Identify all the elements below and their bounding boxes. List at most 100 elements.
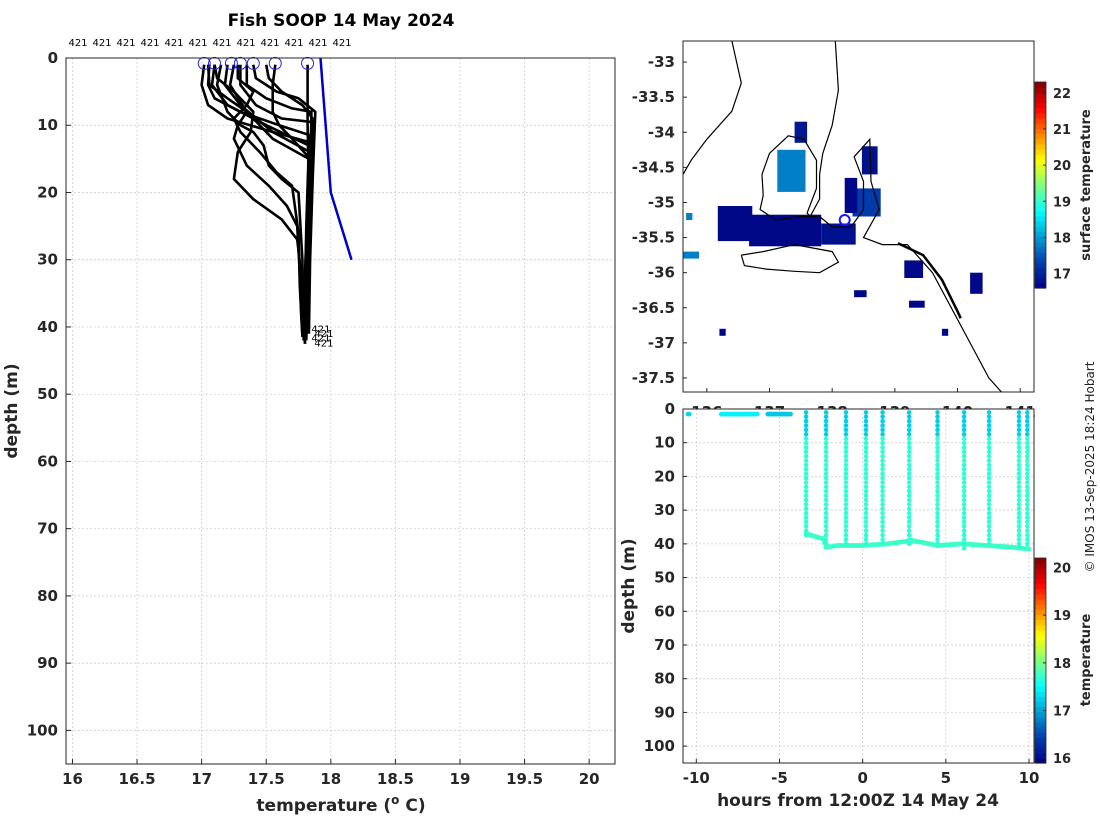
cast-point xyxy=(863,532,869,538)
cast-point xyxy=(880,489,885,494)
map-y-tick-label: -36 xyxy=(648,264,675,282)
profile-surface-marker xyxy=(224,56,238,70)
sst-colorbar-band xyxy=(1035,123,1046,129)
cast-point xyxy=(935,414,940,420)
cast-point xyxy=(803,436,809,442)
cast-point xyxy=(880,467,885,472)
cast-point xyxy=(1016,471,1022,477)
sst-patch xyxy=(941,328,949,336)
cast-point xyxy=(863,427,869,433)
cast-point xyxy=(843,515,849,520)
sst-patch xyxy=(686,213,693,220)
cast-point xyxy=(823,440,829,446)
cast-point xyxy=(906,502,912,507)
cast-point xyxy=(935,489,940,494)
profile-top-labels: 421 421 421 421 421 421 421 421 421 421 421 421 xyxy=(68,38,351,49)
cast-point xyxy=(823,445,829,450)
cast-point xyxy=(1016,445,1022,450)
profile-y-tick-label: 50 xyxy=(37,385,58,403)
cast-point xyxy=(961,436,967,442)
cast-point xyxy=(906,471,912,477)
cast-point xyxy=(1016,432,1022,437)
cast-point xyxy=(906,449,912,455)
cast-point xyxy=(1025,436,1030,442)
cast-point xyxy=(803,510,809,516)
cast-point xyxy=(823,453,829,459)
cast-point xyxy=(961,484,967,490)
sst-patch xyxy=(683,251,699,259)
cast-point xyxy=(803,453,809,459)
cast-point xyxy=(803,524,809,529)
cast-point xyxy=(803,410,809,415)
profile-x-tick-label: 19.5 xyxy=(506,770,543,788)
temperature-colorbar-band xyxy=(1035,645,1046,651)
sst-patch xyxy=(904,260,924,278)
sst-colorbar-band xyxy=(1035,262,1046,268)
sst-colorbar-band xyxy=(1035,185,1046,191)
depth-time-axes-box xyxy=(682,408,1035,764)
cast-point xyxy=(880,453,885,459)
cast-point xyxy=(803,449,809,455)
cast-point xyxy=(823,432,829,437)
cast-point xyxy=(1016,418,1022,424)
profile-top-label: 421 xyxy=(92,38,111,49)
sst-colorbar-band xyxy=(1035,195,1046,202)
cast-point xyxy=(986,449,992,455)
profile-line-sst xyxy=(319,57,353,261)
cast-point xyxy=(961,440,967,446)
cast-point xyxy=(961,475,967,481)
cast-point xyxy=(803,414,809,420)
map-y-tick-label: -33 xyxy=(648,53,675,71)
profile-x-label: temperature (o C) xyxy=(256,793,425,816)
cast-point xyxy=(843,462,849,468)
cast-point xyxy=(961,532,967,538)
ship-position-marker xyxy=(838,214,851,227)
profile-surface-markers xyxy=(197,56,315,70)
cast-point xyxy=(880,427,885,433)
map-y-tick-label: -35 xyxy=(648,193,675,211)
cast-point xyxy=(1016,467,1022,472)
cast-point xyxy=(906,410,912,415)
cast-point xyxy=(823,480,829,485)
depth-time-y-tick-label: 10 xyxy=(654,434,675,452)
cast-point xyxy=(880,524,885,529)
cast-point xyxy=(961,489,967,494)
cast-point xyxy=(906,528,912,533)
cast-point xyxy=(935,440,940,446)
cast-point xyxy=(803,427,809,433)
cast-point xyxy=(935,427,940,433)
cast-point xyxy=(906,436,912,442)
sst-colorbar-band xyxy=(1035,92,1046,99)
cast-point xyxy=(823,436,829,442)
depth-time-y-tick-label: 20 xyxy=(654,467,675,485)
profile-y-tick-label: 40 xyxy=(37,318,58,336)
sst-colorbar-band xyxy=(1035,246,1046,253)
cast-point xyxy=(906,414,912,420)
sst-colorbar-band xyxy=(1035,272,1046,279)
cast-point xyxy=(843,414,849,420)
cast-point xyxy=(961,449,967,455)
profile-x-tick-label: 18.5 xyxy=(377,770,414,788)
sst-patch xyxy=(861,146,878,175)
temperature-colorbar-band xyxy=(1035,711,1046,718)
depth-time-x-tick-label: -10 xyxy=(683,769,710,787)
cast-point xyxy=(823,510,829,516)
sst-colorbar-band xyxy=(1035,251,1046,258)
cast-point xyxy=(823,489,829,494)
temperature-colorbar-band xyxy=(1035,563,1046,569)
temperature-colorbar-band xyxy=(1035,634,1046,641)
cast-point xyxy=(803,445,809,450)
cast-point xyxy=(843,532,849,538)
cast-point xyxy=(1016,515,1022,520)
cast-point xyxy=(906,427,912,433)
sst-patches xyxy=(683,121,983,336)
cast-point xyxy=(935,467,940,472)
cast-point xyxy=(986,489,992,494)
cast-point xyxy=(1016,493,1022,498)
cast-point xyxy=(935,436,940,442)
cast-point xyxy=(935,418,940,424)
cast-point xyxy=(906,458,912,463)
sst-colorbar: 17 18 19 20 21 22 xyxy=(1034,81,1071,289)
cast-point xyxy=(863,410,869,415)
